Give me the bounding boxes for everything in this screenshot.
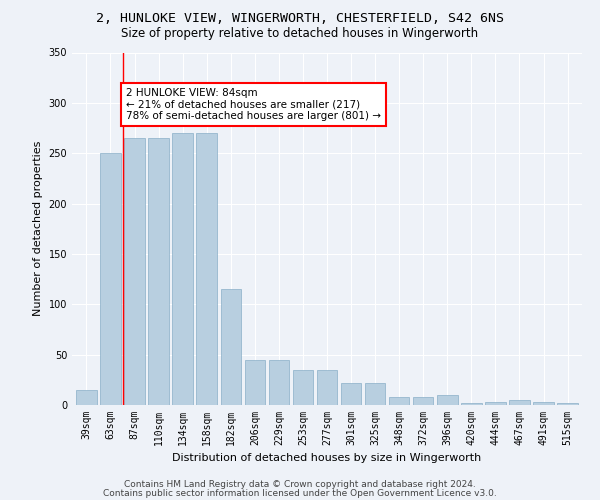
Text: Contains public sector information licensed under the Open Government Licence v3: Contains public sector information licen…	[103, 488, 497, 498]
Text: Size of property relative to detached houses in Wingerworth: Size of property relative to detached ho…	[121, 28, 479, 40]
Bar	[317, 370, 337, 405]
Text: Contains HM Land Registry data © Crown copyright and database right 2024.: Contains HM Land Registry data © Crown c…	[124, 480, 476, 489]
Y-axis label: Number of detached properties: Number of detached properties	[33, 141, 43, 316]
Bar	[341, 383, 361, 405]
Bar	[365, 383, 385, 405]
Bar	[437, 395, 458, 405]
Bar	[293, 370, 313, 405]
Bar	[148, 138, 169, 405]
Bar	[76, 390, 97, 405]
Bar	[413, 397, 433, 405]
Bar	[100, 153, 121, 405]
Bar	[485, 402, 506, 405]
Text: 2 HUNLOKE VIEW: 84sqm
← 21% of detached houses are smaller (217)
78% of semi-det: 2 HUNLOKE VIEW: 84sqm ← 21% of detached …	[126, 88, 381, 121]
Bar	[389, 397, 409, 405]
Bar	[172, 133, 193, 405]
Bar	[509, 400, 530, 405]
Text: 2, HUNLOKE VIEW, WINGERWORTH, CHESTERFIELD, S42 6NS: 2, HUNLOKE VIEW, WINGERWORTH, CHESTERFIE…	[96, 12, 504, 26]
Bar	[245, 360, 265, 405]
Bar	[533, 402, 554, 405]
Bar	[461, 403, 482, 405]
Bar	[557, 403, 578, 405]
Bar	[196, 133, 217, 405]
Bar	[124, 138, 145, 405]
X-axis label: Distribution of detached houses by size in Wingerworth: Distribution of detached houses by size …	[172, 454, 482, 464]
Bar	[269, 360, 289, 405]
Bar	[221, 289, 241, 405]
